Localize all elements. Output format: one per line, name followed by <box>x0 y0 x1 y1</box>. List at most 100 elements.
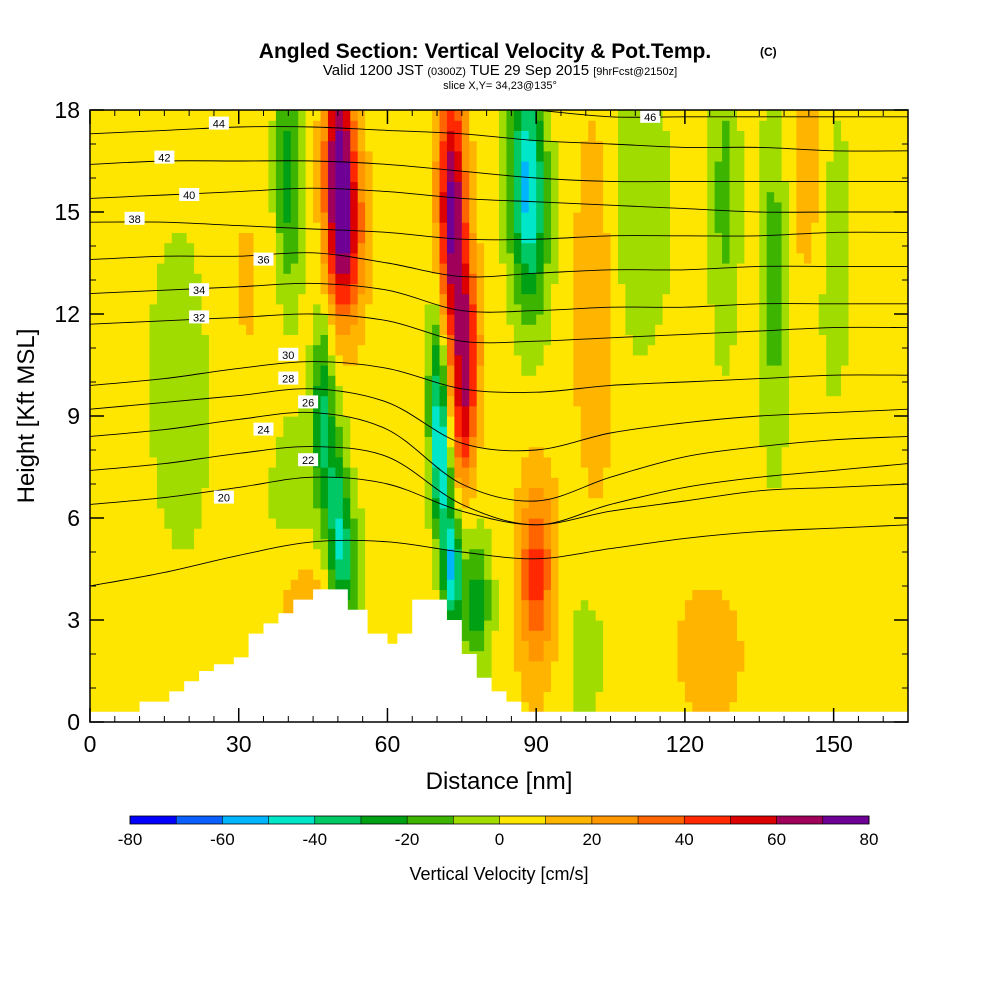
velocity-cell <box>543 660 552 672</box>
velocity-cell <box>365 416 374 427</box>
velocity-cell <box>387 456 396 468</box>
velocity-cell <box>647 528 656 539</box>
velocity-cell <box>647 456 656 468</box>
velocity-cell <box>439 283 448 295</box>
velocity-cell <box>97 161 106 172</box>
velocity-cell <box>97 171 106 182</box>
velocity-cell <box>521 477 530 488</box>
velocity-cell <box>536 589 545 601</box>
velocity-cell <box>647 569 656 580</box>
velocity-cell <box>588 630 597 641</box>
velocity-cell <box>216 161 225 172</box>
velocity-cell <box>290 507 299 519</box>
velocity-cell <box>164 569 173 580</box>
velocity-cell <box>617 528 627 539</box>
velocity-cell <box>134 273 143 284</box>
velocity-cell <box>662 334 671 346</box>
velocity-cell <box>90 375 99 386</box>
velocity-cell <box>424 569 433 580</box>
velocity-cell <box>134 191 143 203</box>
velocity-cell <box>246 405 255 417</box>
velocity-cell <box>164 609 173 621</box>
velocity-cell <box>194 293 203 305</box>
velocity-cell <box>246 558 255 570</box>
velocity-cell <box>253 579 262 590</box>
velocity-cell <box>521 507 530 519</box>
velocity-cell <box>238 232 247 244</box>
velocity-cell <box>208 467 218 478</box>
velocity-cell <box>625 548 634 560</box>
velocity-cell <box>261 303 270 315</box>
velocity-cell <box>142 507 151 519</box>
velocity-cell <box>454 344 463 356</box>
velocity-cell <box>432 191 441 203</box>
velocity-cell <box>454 518 463 529</box>
velocity-cell <box>677 242 686 254</box>
velocity-cell <box>216 538 225 550</box>
velocity-cell <box>617 650 627 662</box>
velocity-cell <box>491 324 500 335</box>
velocity-cell <box>208 558 218 570</box>
velocity-cell <box>119 487 128 499</box>
velocity-cell <box>387 620 396 631</box>
velocity-cell <box>164 456 173 468</box>
velocity-cell <box>283 303 292 315</box>
velocity-cell <box>640 303 649 315</box>
velocity-cell <box>484 191 493 203</box>
velocity-cell <box>305 232 314 244</box>
velocity-cell <box>402 181 411 193</box>
velocity-cell <box>469 620 478 631</box>
velocity-cell <box>90 334 99 346</box>
velocity-cell <box>699 528 708 539</box>
velocity-cell <box>127 660 136 672</box>
velocity-cell <box>640 518 649 529</box>
velocity-cell <box>90 650 99 662</box>
velocity-cell <box>97 405 106 417</box>
velocity-cell <box>223 314 232 325</box>
velocity-cell <box>305 477 314 488</box>
velocity-cell <box>454 293 463 305</box>
velocity-cell <box>171 344 180 356</box>
velocity-cell <box>610 171 619 182</box>
velocity-cell <box>246 487 255 499</box>
velocity-cell <box>617 589 627 601</box>
velocity-cell <box>461 283 470 295</box>
velocity-cell <box>90 365 99 376</box>
velocity-cell <box>142 334 151 346</box>
velocity-cell <box>684 130 693 142</box>
velocity-cell <box>357 161 366 172</box>
velocity-cell <box>261 110 270 121</box>
velocity-cell <box>149 579 158 590</box>
velocity-cell <box>104 528 113 539</box>
velocity-cell <box>298 110 307 121</box>
velocity-cell <box>275 242 284 254</box>
velocity-cell <box>127 303 136 315</box>
velocity-cell <box>506 660 515 672</box>
velocity-cell <box>149 477 158 488</box>
velocity-cell <box>647 630 656 641</box>
velocity-cell <box>104 405 113 417</box>
velocity-cell <box>699 334 708 346</box>
velocity-cell <box>186 579 195 590</box>
velocity-cell <box>365 191 374 203</box>
velocity-cell <box>499 467 508 478</box>
velocity-cell <box>513 324 522 335</box>
velocity-cell <box>342 456 351 468</box>
velocity-cell <box>432 334 441 346</box>
velocity-cell <box>432 171 441 182</box>
velocity-cell <box>424 467 433 478</box>
velocity-cell <box>439 324 448 335</box>
velocity-cell <box>119 263 128 274</box>
velocity-cell <box>424 212 433 223</box>
velocity-cell <box>127 375 136 386</box>
velocity-cell <box>573 324 582 335</box>
velocity-cell <box>536 650 545 662</box>
velocity-cell <box>573 487 582 499</box>
velocity-cell <box>677 222 686 233</box>
velocity-cell <box>104 456 113 468</box>
velocity-cell <box>603 456 612 468</box>
velocity-cell <box>164 436 173 448</box>
velocity-cell <box>617 252 627 264</box>
velocity-cell <box>208 528 218 539</box>
velocity-cell <box>194 620 203 631</box>
